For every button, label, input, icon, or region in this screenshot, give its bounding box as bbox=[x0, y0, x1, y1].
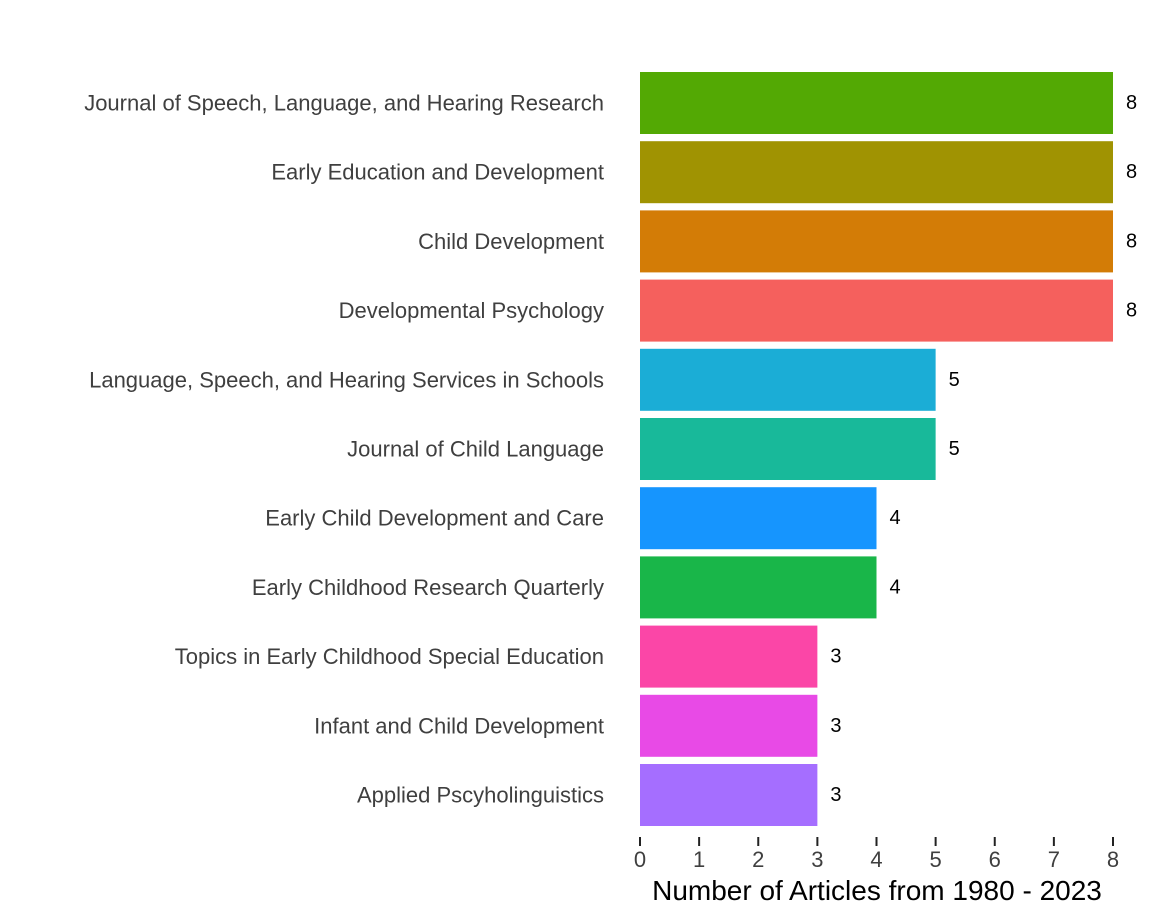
category-label: Topics in Early Childhood Special Educat… bbox=[175, 644, 604, 669]
x-tick-label: 6 bbox=[989, 847, 1001, 872]
data-label: 4 bbox=[890, 576, 901, 598]
x-axis-title: Number of Articles from 1980 - 2023 bbox=[652, 875, 1102, 906]
x-tick-label: 2 bbox=[752, 847, 764, 872]
x-tick-label: 0 bbox=[634, 847, 646, 872]
category-label: Early Education and Development bbox=[271, 160, 604, 185]
category-label: Journal of Child Language bbox=[347, 437, 604, 462]
data-label: 8 bbox=[1126, 92, 1137, 114]
bar bbox=[640, 625, 818, 688]
category-labels: Journal of Speech, Language, and Hearing… bbox=[84, 91, 604, 808]
x-tick-label: 1 bbox=[693, 847, 705, 872]
data-label: 3 bbox=[830, 646, 841, 668]
bar bbox=[640, 487, 877, 550]
data-label: 8 bbox=[1126, 300, 1137, 322]
value-labels: 8 8 8 8 5 5 4 4 3 3 3 bbox=[830, 92, 1137, 806]
bars-layer bbox=[640, 72, 1113, 826]
category-label: Applied Pscyholinguistics bbox=[357, 783, 604, 808]
category-label: Journal of Speech, Language, and Hearing… bbox=[84, 91, 604, 116]
category-label: Early Childhood Research Quarterly bbox=[252, 575, 604, 600]
category-label: Language, Speech, and Hearing Services i… bbox=[89, 367, 604, 392]
data-label: 8 bbox=[1126, 161, 1137, 183]
data-label: 8 bbox=[1126, 230, 1137, 252]
data-label: 5 bbox=[949, 369, 960, 391]
category-label: Child Development bbox=[418, 229, 604, 254]
bar bbox=[640, 694, 818, 757]
data-label: 3 bbox=[830, 784, 841, 806]
x-tick-label: 5 bbox=[930, 847, 942, 872]
bar bbox=[640, 72, 1113, 134]
x-axis: 0 1 2 3 4 5 6 7 8 bbox=[634, 837, 1119, 872]
bar bbox=[640, 764, 818, 826]
category-label: Infant and Child Development bbox=[314, 713, 604, 738]
bar bbox=[640, 556, 877, 619]
data-label: 3 bbox=[830, 715, 841, 737]
bar bbox=[640, 348, 936, 411]
data-label: 4 bbox=[890, 507, 901, 529]
bar bbox=[640, 279, 1113, 342]
data-label: 5 bbox=[949, 438, 960, 460]
bar bbox=[640, 210, 1113, 273]
x-tick-label: 7 bbox=[1048, 847, 1060, 872]
category-label: Developmental Psychology bbox=[339, 298, 604, 323]
category-label: Early Child Development and Care bbox=[265, 506, 604, 531]
x-tick-label: 4 bbox=[870, 847, 882, 872]
x-tick-label: 3 bbox=[811, 847, 823, 872]
x-tick-label: 8 bbox=[1107, 847, 1119, 872]
bar bbox=[640, 418, 936, 480]
bar bbox=[640, 141, 1113, 204]
